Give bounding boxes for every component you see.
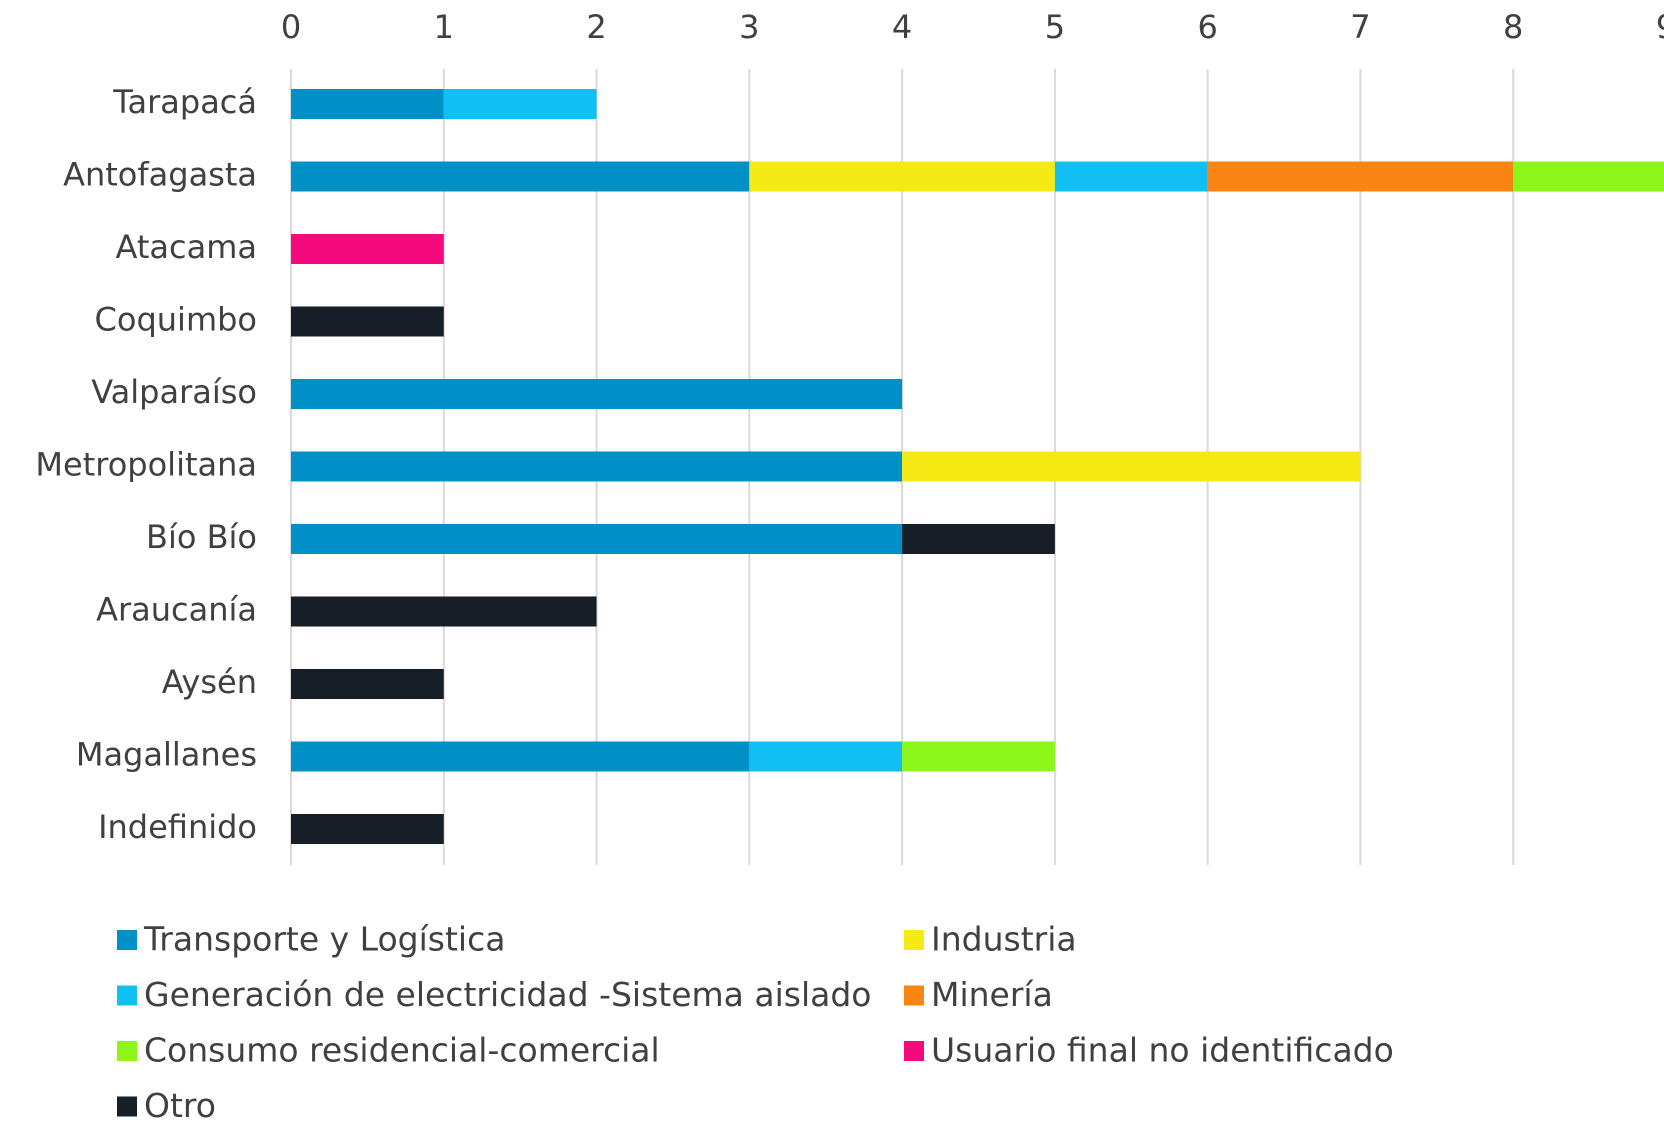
- bar-segment: [291, 451, 903, 482]
- bar-segment: [902, 524, 1055, 554]
- bar-segment: [749, 741, 903, 772]
- x-tick-label: 4: [892, 8, 912, 46]
- legend-label: Minería: [931, 975, 1053, 1014]
- bar-segment: [291, 524, 903, 554]
- y-tick-label: Magallanes: [76, 736, 257, 774]
- legend-label: Otro: [144, 1086, 216, 1124]
- legend-swatch: [904, 985, 924, 1006]
- legend-swatch: [117, 1096, 137, 1117]
- bar-segment: [1207, 161, 1514, 192]
- legend-swatch: [117, 1041, 137, 1061]
- bar-segment: [291, 306, 444, 337]
- x-tick-label: 0: [281, 8, 301, 46]
- legend-swatch: [117, 985, 137, 1006]
- bar-segment: [291, 161, 750, 192]
- y-tick-label: Bío Bío: [146, 518, 257, 556]
- bar-segment: [443, 89, 597, 119]
- y-tick-label: Tarapacá: [112, 83, 257, 121]
- bar-segment: [291, 234, 444, 264]
- legend-swatch: [904, 1041, 924, 1061]
- x-tick-label: 8: [1503, 8, 1523, 46]
- legend-label: Consumo residencial-comercial: [144, 1031, 660, 1070]
- legend-label: Transporte y Logística: [143, 920, 505, 959]
- legend-swatch: [117, 930, 137, 950]
- y-tick-label: Atacama: [116, 228, 257, 266]
- bar-segment: [902, 451, 1361, 482]
- x-tick-label: 3: [739, 8, 759, 46]
- y-tick-label: Valparaíso: [91, 373, 257, 411]
- y-tick-label: Coquimbo: [95, 301, 257, 339]
- y-tick-label: Indefinido: [98, 808, 257, 846]
- bar-segment: [749, 161, 1055, 192]
- y-tick-label: Antofagasta: [63, 156, 257, 194]
- y-tick-label: Metropolitana: [35, 446, 257, 484]
- bar-segment: [291, 741, 750, 772]
- bar-segment: [291, 379, 903, 409]
- x-tick-label: 2: [586, 8, 606, 46]
- bar-segment: [291, 669, 444, 699]
- x-tick-label: 9: [1656, 8, 1664, 46]
- bar-segment: [291, 596, 597, 627]
- bar-segment: [1054, 161, 1208, 192]
- bar-segment: [902, 741, 1055, 772]
- x-tick-label: 1: [434, 8, 454, 46]
- bar-segment: [291, 814, 444, 844]
- legend-label: Industria: [931, 920, 1077, 959]
- x-tick-label: 6: [1197, 8, 1217, 46]
- bar-segment: [291, 89, 444, 119]
- y-tick-label: Araucanía: [96, 591, 257, 629]
- x-tick-label: 5: [1045, 8, 1065, 46]
- x-tick-label: 7: [1350, 8, 1370, 46]
- legend-label: Usuario final no identificado: [931, 1031, 1394, 1070]
- legend-swatch: [904, 930, 924, 950]
- y-tick-label: Aysén: [162, 663, 257, 701]
- bar-segment: [1513, 161, 1664, 192]
- legend-label: Generación de electricidad -Sistema aisl…: [144, 975, 871, 1014]
